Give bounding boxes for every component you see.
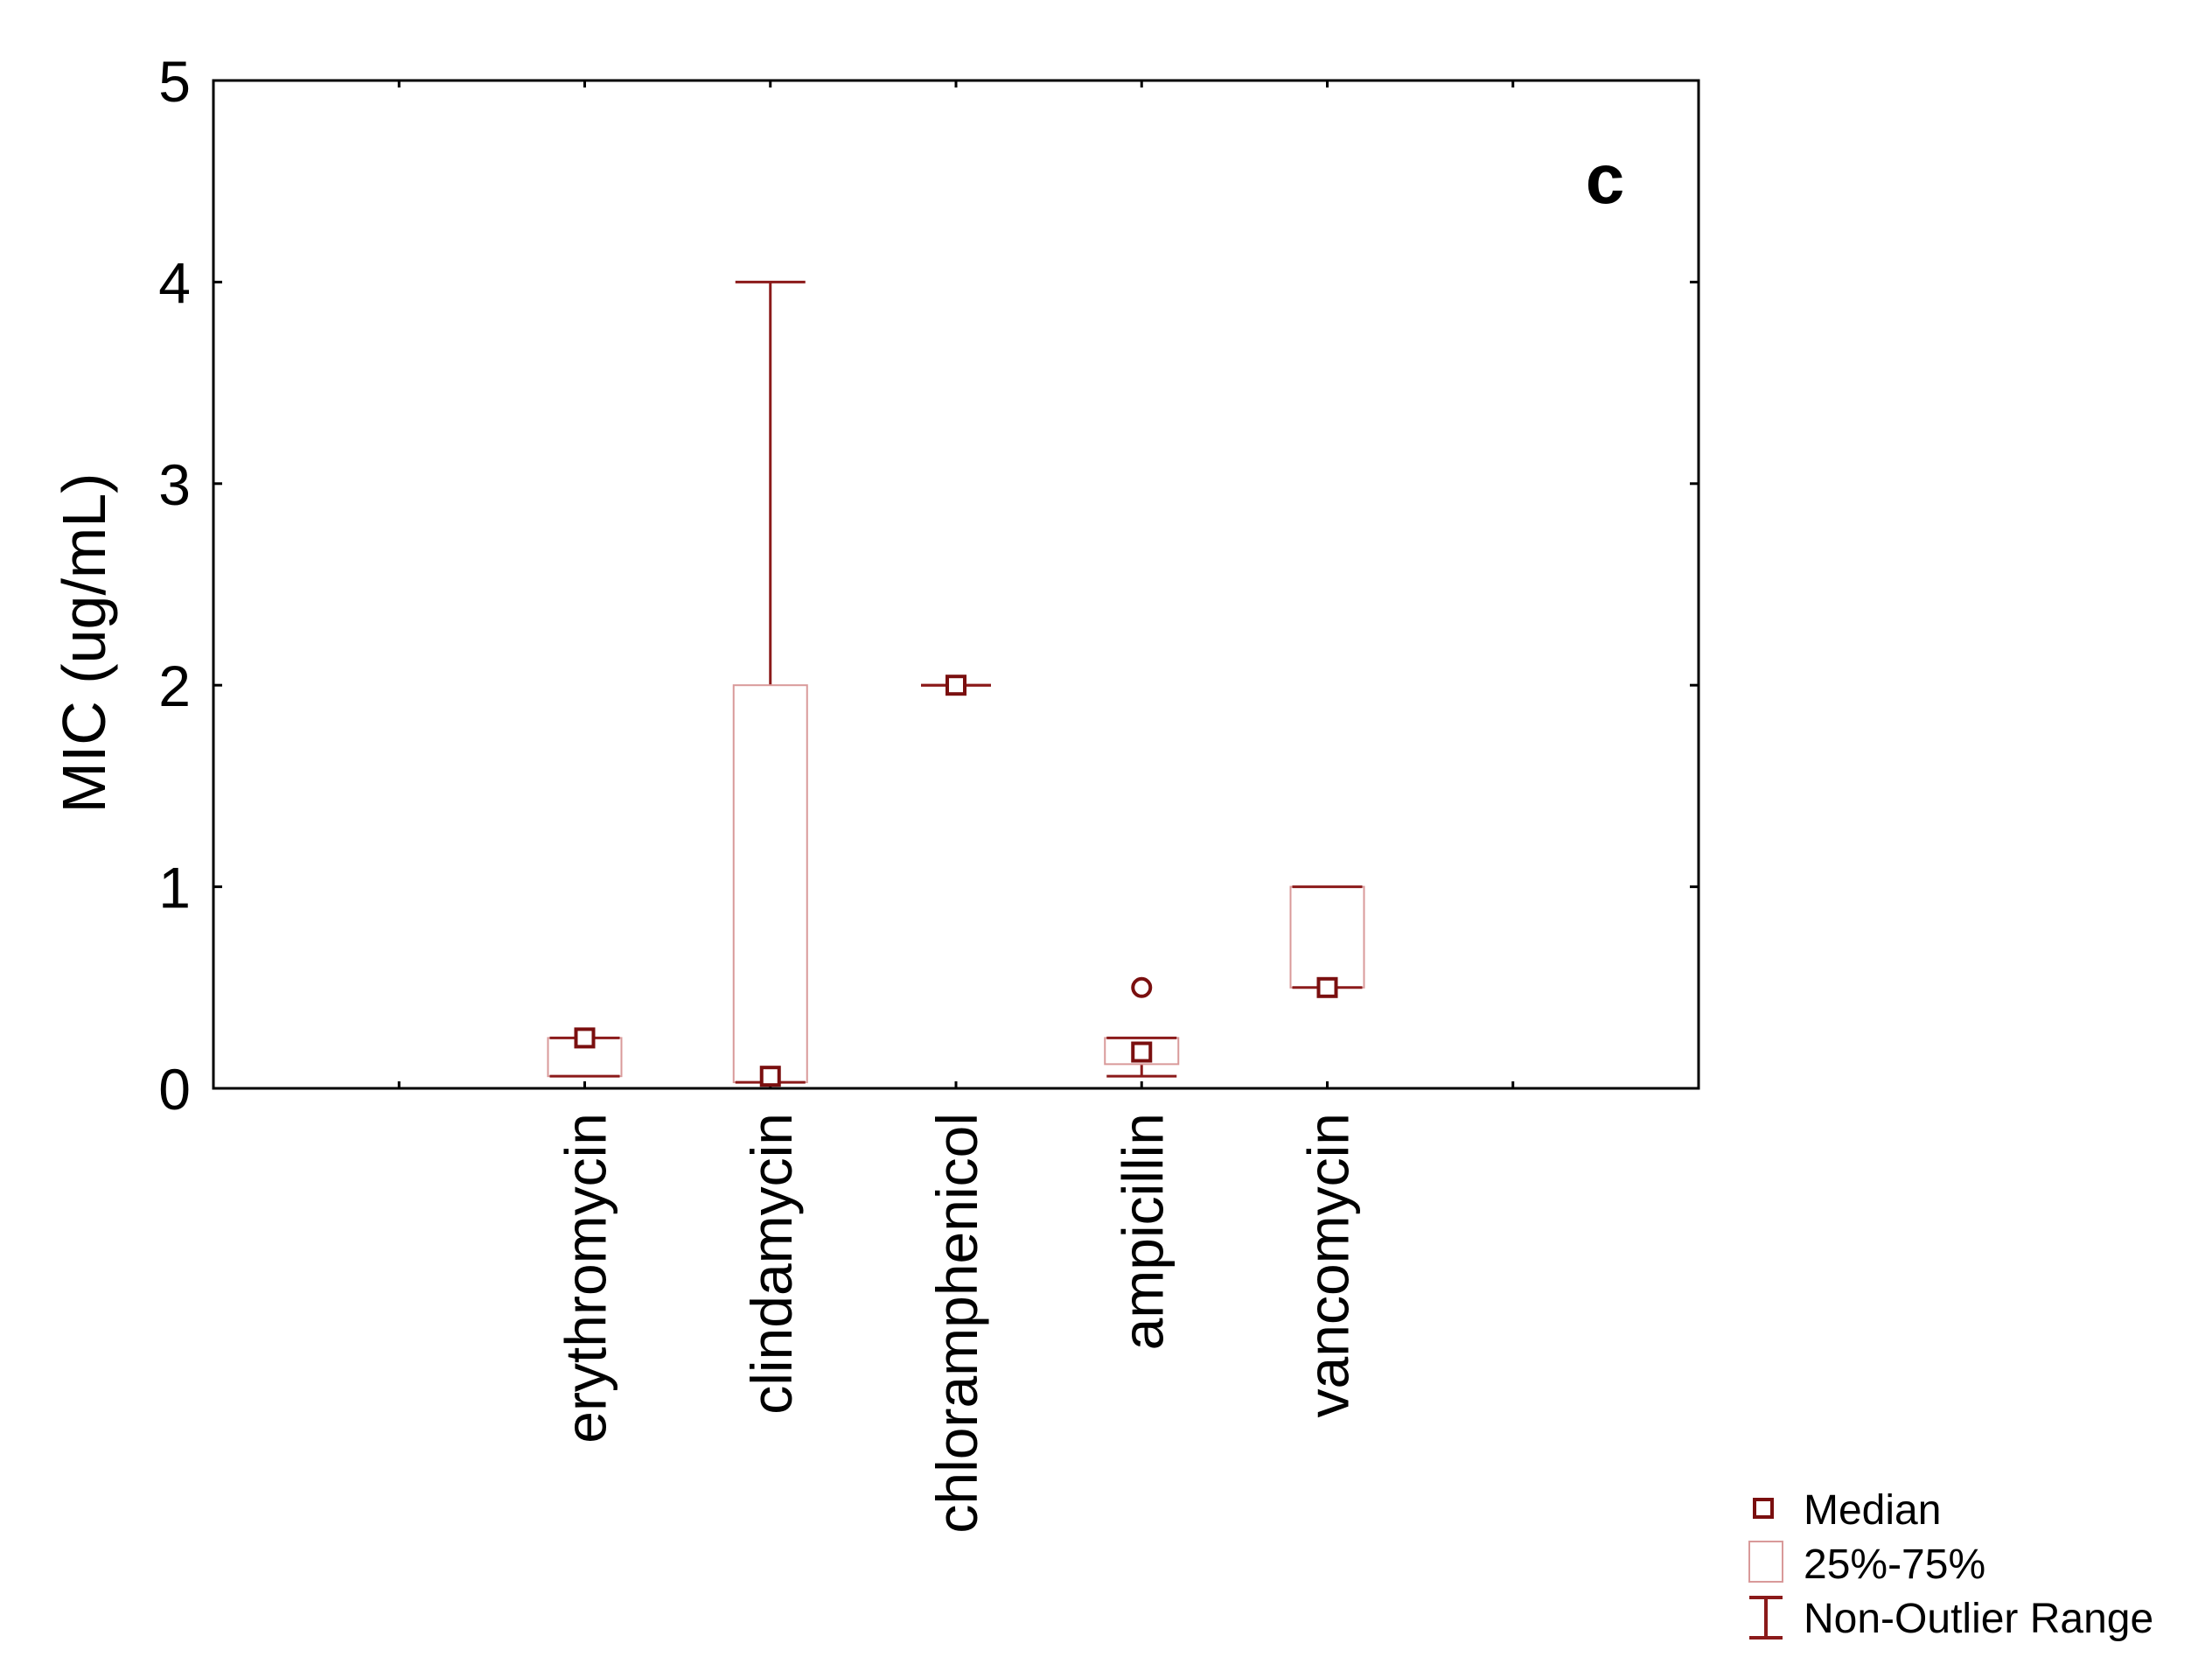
median-chloramphenicol (946, 675, 966, 696)
plot-frame (212, 79, 1700, 1090)
median-ampicillin (1131, 1041, 1153, 1063)
y-tick-label-0: 0 (158, 1057, 191, 1122)
median-vancomycin (1316, 976, 1338, 998)
box-clindamycin (732, 684, 808, 1084)
legend-whisker-label: Non-Outlier Range (1804, 1596, 2153, 1642)
legend-box-label: 25%-75% (1804, 1542, 1985, 1588)
median-erythromycin (574, 1027, 596, 1049)
legend: Median 25%-75% Non-Outlier Range (1748, 1487, 2153, 1642)
y-tick-label-5: 5 (158, 49, 191, 114)
y-tick-label-4: 4 (158, 250, 191, 315)
plot-marks: 0 1 2 3 4 5 erythromycin clindamycin chloramphen… (158, 49, 1700, 1534)
y-axis-title: MIC (ug/mL) (50, 473, 118, 814)
x-category-label-erythromycin: erythromycin (554, 1113, 618, 1444)
legend-median-label: Median (1804, 1487, 1941, 1534)
x-category-label-ampicillin: ampicillin (1110, 1113, 1175, 1350)
panel-label: c (1586, 140, 1625, 218)
x-category-label-clindamycin: clindamycin (739, 1113, 804, 1415)
y-tick-label-2: 2 (158, 654, 191, 718)
legend-box-symbol (1748, 1541, 1783, 1583)
median-clindamycin (759, 1066, 781, 1087)
y-tick-label-3: 3 (158, 452, 191, 517)
box-vancomycin (1289, 885, 1365, 989)
legend-median-symbol (1753, 1498, 1774, 1519)
legend-whisker-symbol (1749, 1596, 1783, 1640)
x-category-label-vancomycin: vancomycin (1296, 1113, 1361, 1417)
x-category-label-chloramphenicol: chloramphenicol (925, 1113, 989, 1534)
y-tick-label-1: 1 (158, 856, 191, 920)
outlier-ampicillin-0 (1131, 976, 1153, 998)
